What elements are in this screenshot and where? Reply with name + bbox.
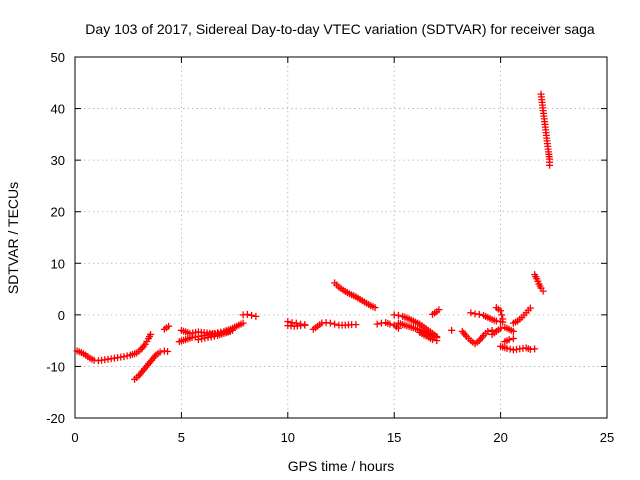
data-point <box>497 324 505 332</box>
data-point <box>475 310 483 318</box>
series-arc-10 <box>309 319 360 333</box>
x-tick-label: 5 <box>178 430 185 445</box>
data-point <box>198 335 206 343</box>
data-point <box>120 353 128 361</box>
series-arc-23 <box>497 342 539 354</box>
data-point <box>301 321 309 329</box>
grid <box>75 57 607 418</box>
data-point <box>373 320 381 328</box>
series-arc-6 <box>194 327 234 344</box>
data-point <box>539 287 547 295</box>
data-points <box>73 90 554 383</box>
x-tick-labels: 0 5 10 15 20 25 <box>71 430 614 445</box>
data-point <box>526 304 534 312</box>
data-point <box>248 311 256 319</box>
series-arc-26 <box>537 90 554 169</box>
y-tick-label: 0 <box>58 308 65 323</box>
x-tick-label: 0 <box>71 430 78 445</box>
chart-title: Day 103 of 2017, Sidereal Day-to-day VTE… <box>85 21 595 37</box>
data-point <box>546 161 554 169</box>
series-arc-18 <box>458 326 496 348</box>
y-tick-labels: -20 -10 0 10 20 30 40 50 <box>46 50 65 426</box>
data-point <box>435 306 443 314</box>
series-arc-22 <box>501 335 517 346</box>
data-point <box>505 336 513 344</box>
data-point <box>164 347 172 355</box>
y-tick-label: -10 <box>46 359 65 374</box>
series-arc-24 <box>509 304 534 327</box>
y-tick-label: 30 <box>51 153 65 168</box>
series-arc-12 <box>373 319 402 332</box>
data-point <box>497 307 505 315</box>
data-point <box>467 309 475 317</box>
y-tick-label: 10 <box>51 256 65 271</box>
data-point <box>194 336 202 344</box>
x-tick-label: 15 <box>387 430 401 445</box>
data-point <box>498 311 506 319</box>
data-point <box>448 326 456 334</box>
x-tick-label: 25 <box>600 430 614 445</box>
series-arc-3 <box>160 322 173 333</box>
data-point <box>123 352 131 360</box>
data-point <box>509 327 517 335</box>
data-point <box>147 330 155 338</box>
data-point <box>243 310 251 318</box>
data-point <box>165 322 173 330</box>
plot-frame <box>74 56 608 419</box>
data-point <box>509 335 517 343</box>
series-arc-15 <box>416 328 441 345</box>
data-point <box>210 332 218 340</box>
y-tick-label: -20 <box>46 411 65 426</box>
y-tick-label: 40 <box>51 102 65 117</box>
data-point <box>156 348 164 356</box>
data-point <box>326 319 334 327</box>
x-tick-label: 10 <box>281 430 295 445</box>
data-point <box>531 345 539 353</box>
data-point <box>352 321 360 329</box>
data-point <box>394 311 402 319</box>
series-arc-1 <box>73 330 155 365</box>
y-tick-label: 20 <box>51 205 65 220</box>
y-tick-label: 50 <box>51 50 65 65</box>
series-arc-21 <box>492 304 507 323</box>
data-point <box>331 320 339 328</box>
series-arc-25 <box>531 271 547 295</box>
data-point <box>506 345 514 353</box>
y-axis-label: SDTVAR / TECUs <box>5 182 21 294</box>
series-arc-9 <box>284 321 309 330</box>
data-point <box>226 327 234 335</box>
series-arc-11 <box>331 279 379 312</box>
data-point <box>239 319 247 327</box>
axis-ticks <box>74 56 608 419</box>
data-point <box>503 344 511 352</box>
series-arc-16 <box>429 306 443 318</box>
series-arc-17 <box>448 326 456 334</box>
series-arc-7 <box>239 310 260 320</box>
data-point <box>499 315 507 323</box>
x-tick-label: 20 <box>493 430 507 445</box>
data-point <box>433 337 441 345</box>
data-point <box>252 312 260 320</box>
data-point <box>429 336 437 344</box>
data-point <box>371 304 379 312</box>
data-point <box>386 320 394 328</box>
data-point <box>207 333 215 341</box>
data-point <box>484 327 492 335</box>
x-axis-label: GPS time / hours <box>288 458 395 474</box>
series-arc-2 <box>131 347 172 383</box>
series-arc-20 <box>488 323 517 338</box>
